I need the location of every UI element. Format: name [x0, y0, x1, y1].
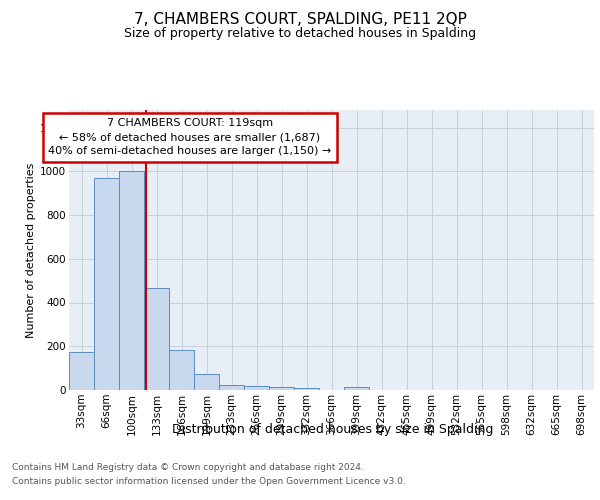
Bar [119, 171, 144, 390]
Bar [344, 388, 369, 390]
Y-axis label: Number of detached properties: Number of detached properties [26, 162, 36, 338]
Bar [269, 388, 294, 390]
Bar [244, 386, 269, 390]
Bar [69, 352, 94, 390]
Bar [169, 350, 194, 390]
Bar [219, 384, 244, 390]
Text: 7 CHAMBERS COURT: 119sqm
← 58% of detached houses are smaller (1,687)
40% of sem: 7 CHAMBERS COURT: 119sqm ← 58% of detach… [48, 118, 331, 156]
Text: Size of property relative to detached houses in Spalding: Size of property relative to detached ho… [124, 28, 476, 40]
Bar [94, 178, 119, 390]
Text: Contains HM Land Registry data © Crown copyright and database right 2024.: Contains HM Land Registry data © Crown c… [12, 462, 364, 471]
Bar [194, 374, 219, 390]
Text: Contains public sector information licensed under the Open Government Licence v3: Contains public sector information licen… [12, 478, 406, 486]
Text: 7, CHAMBERS COURT, SPALDING, PE11 2QP: 7, CHAMBERS COURT, SPALDING, PE11 2QP [134, 12, 466, 28]
Bar [294, 388, 319, 390]
Bar [144, 288, 169, 390]
Text: Distribution of detached houses by size in Spalding: Distribution of detached houses by size … [172, 422, 494, 436]
